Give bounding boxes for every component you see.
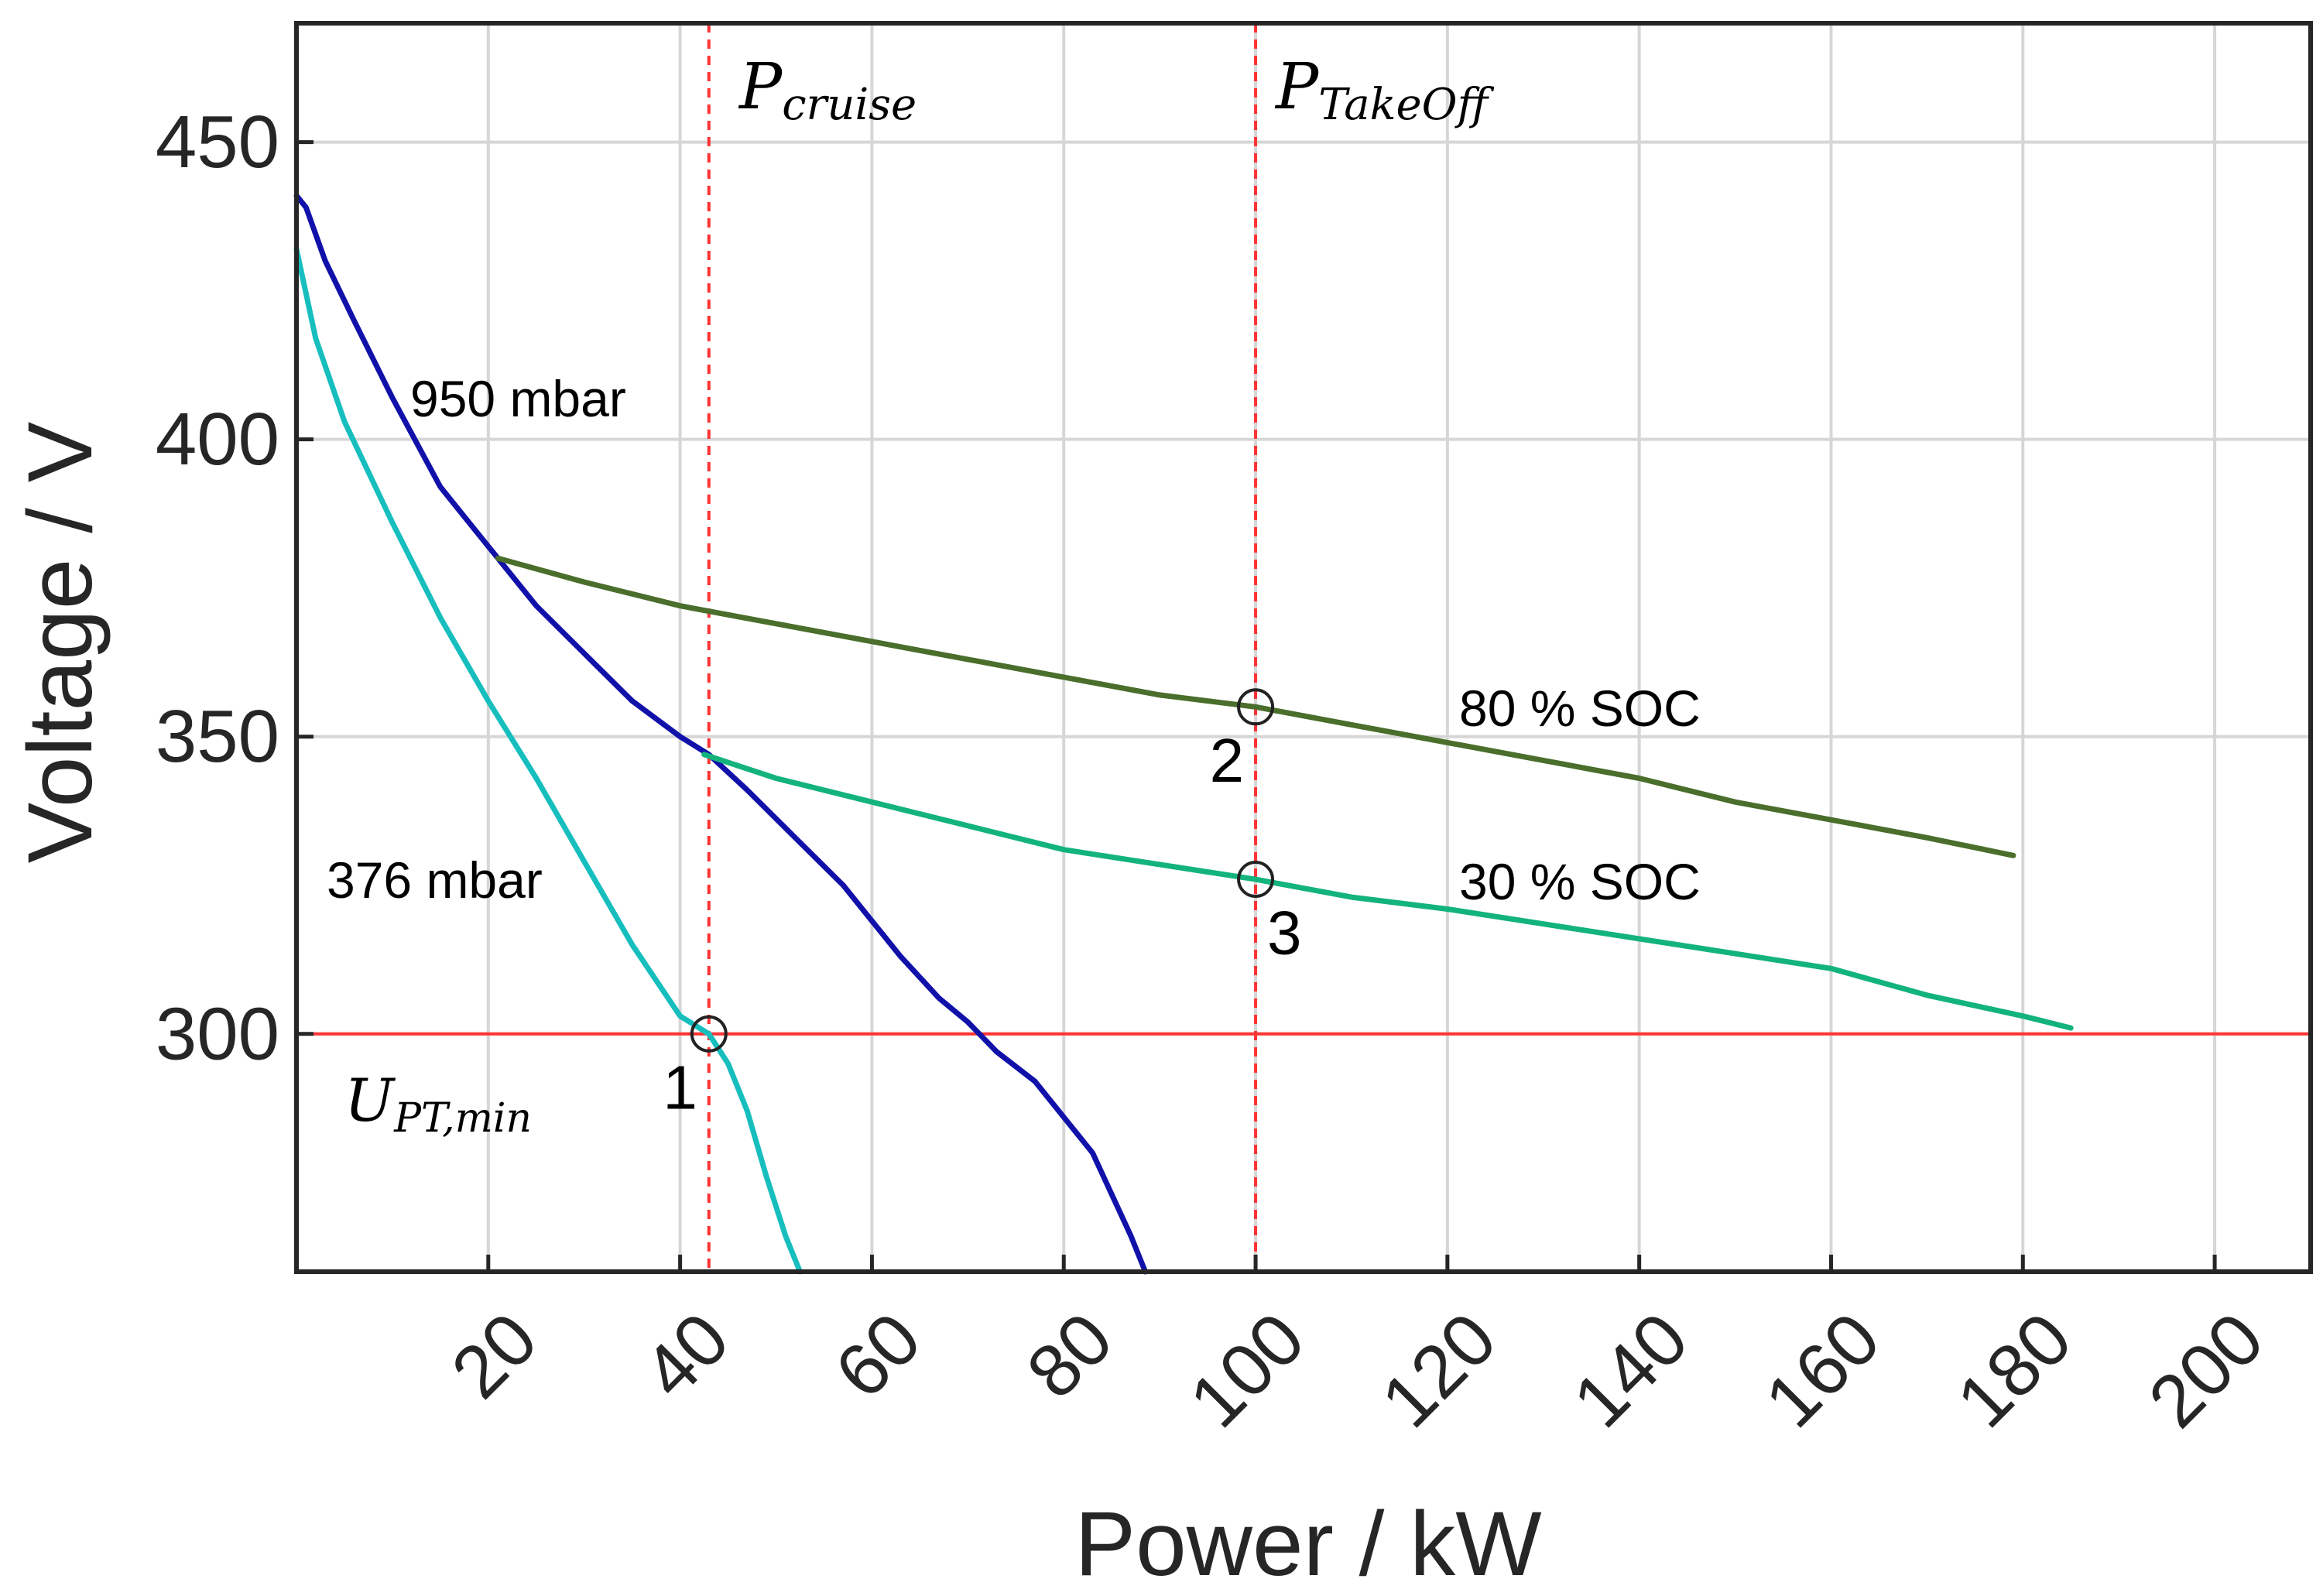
p-cruise-sub: cruise <box>782 80 917 130</box>
point-markers: 1 2 3 <box>663 688 1302 1122</box>
point-label-1: 1 <box>663 1053 697 1122</box>
series-label-376-mbar: 376 mbar <box>327 851 543 909</box>
point-label-2: 2 <box>1210 726 1245 795</box>
y-tick-label-450: 450 <box>156 101 279 183</box>
data-series <box>293 193 2074 1275</box>
y-axis-title: Voltage / V <box>9 421 111 863</box>
p-takeoff-main: P <box>1274 50 1320 124</box>
y-tick-label-400: 400 <box>156 398 279 481</box>
series-label-80-soc: 80 % SOC <box>1459 680 1701 737</box>
series-label-30-soc: 30 % SOC <box>1459 853 1701 910</box>
point-marker-1 <box>690 1015 728 1053</box>
plot-frame <box>294 21 2313 1274</box>
point-label-3: 3 <box>1267 899 1302 968</box>
series-line-p376 <box>293 246 803 1275</box>
series-line-soc30 <box>701 752 2074 1031</box>
p-takeoff-sub: TakeOff <box>1318 80 1494 130</box>
y-tick-labels: 300 350 400 450 <box>156 101 314 1075</box>
p-cruise-main: P <box>738 50 783 124</box>
point-marker-3 <box>1237 861 1275 899</box>
u-pt-min-label: UPT,min <box>344 1066 532 1142</box>
point-marker-2 <box>1237 688 1275 726</box>
series-label-950-mbar: 950 mbar <box>410 370 626 427</box>
u-pt-min-sub: PT,min <box>393 1095 532 1142</box>
y-tick-label-350: 350 <box>156 695 279 778</box>
y-tick-label-300: 300 <box>156 992 279 1075</box>
p-takeoff-label: PTakeOff <box>1274 50 1495 130</box>
u-pt-min-main: U <box>344 1066 396 1135</box>
p-cruise-label: Pcruise <box>738 50 917 130</box>
x-axis-title: Power / kW <box>1074 1493 1541 1595</box>
series-line-p950 <box>293 193 1149 1275</box>
series-line-soc80 <box>495 555 2016 858</box>
reference-lines <box>296 23 2311 1272</box>
